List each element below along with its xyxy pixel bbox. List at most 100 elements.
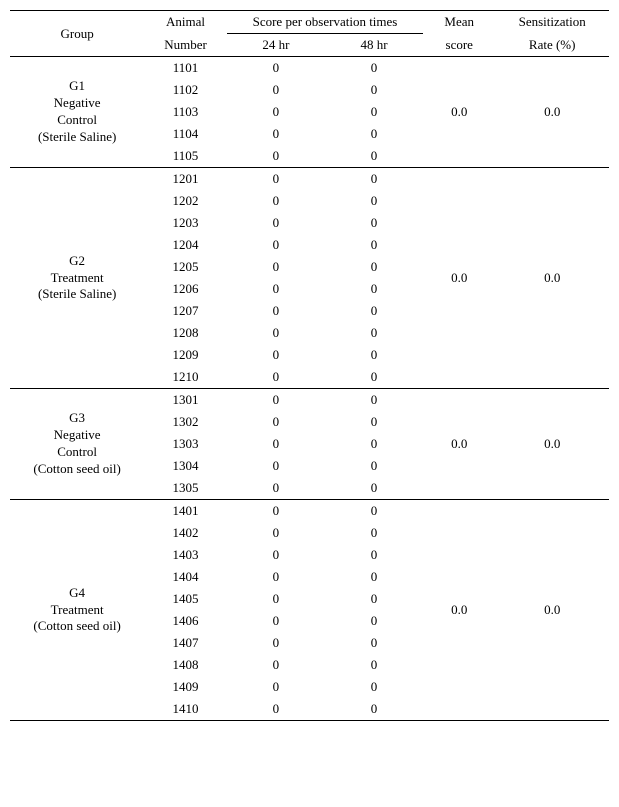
cell-48hr: 0	[325, 57, 423, 80]
table-row: G2Treatment(Sterile Saline)1201000.00.0	[10, 168, 609, 191]
cell-24hr: 0	[227, 366, 325, 389]
cell-24hr: 0	[227, 632, 325, 654]
cell-animal: 1208	[144, 322, 227, 344]
table-row: G1NegativeControl(Sterile Saline)1101000…	[10, 57, 609, 80]
cell-24hr: 0	[227, 500, 325, 523]
cell-animal: 1408	[144, 654, 227, 676]
cell-animal: 1104	[144, 123, 227, 145]
cell-48hr: 0	[325, 256, 423, 278]
col-obs-top: Score per observation times	[227, 11, 423, 34]
cell-48hr: 0	[325, 300, 423, 322]
cell-animal: 1304	[144, 455, 227, 477]
cell-animal: 1201	[144, 168, 227, 191]
cell-animal: 1102	[144, 79, 227, 101]
cell-24hr: 0	[227, 123, 325, 145]
cell-48hr: 0	[325, 212, 423, 234]
cell-24hr: 0	[227, 234, 325, 256]
cell-mean: 0.0	[423, 57, 495, 168]
cell-48hr: 0	[325, 411, 423, 433]
cell-24hr: 0	[227, 190, 325, 212]
cell-animal: 1303	[144, 433, 227, 455]
col-sens-bot: Rate (%)	[495, 34, 609, 57]
table-body: G1NegativeControl(Sterile Saline)1101000…	[10, 57, 609, 721]
cell-mean: 0.0	[423, 389, 495, 500]
cell-24hr: 0	[227, 278, 325, 300]
cell-24hr: 0	[227, 566, 325, 588]
cell-48hr: 0	[325, 610, 423, 632]
cell-24hr: 0	[227, 588, 325, 610]
cell-mean: 0.0	[423, 500, 495, 721]
cell-48hr: 0	[325, 433, 423, 455]
cell-sens: 0.0	[495, 389, 609, 500]
cell-animal: 1204	[144, 234, 227, 256]
group-label: G1NegativeControl(Sterile Saline)	[10, 57, 144, 168]
cell-animal: 1203	[144, 212, 227, 234]
cell-48hr: 0	[325, 500, 423, 523]
group-label: G4Treatment(Cotton seed oil)	[10, 500, 144, 721]
cell-animal: 1402	[144, 522, 227, 544]
cell-24hr: 0	[227, 698, 325, 721]
cell-animal: 1301	[144, 389, 227, 412]
table-header: Group Animal Score per observation times…	[10, 11, 609, 57]
col-animal-bot: Number	[144, 34, 227, 57]
cell-48hr: 0	[325, 168, 423, 191]
cell-animal: 1205	[144, 256, 227, 278]
cell-24hr: 0	[227, 57, 325, 80]
cell-animal: 1407	[144, 632, 227, 654]
col-group: Group	[10, 11, 144, 57]
cell-sens: 0.0	[495, 168, 609, 389]
cell-animal: 1302	[144, 411, 227, 433]
cell-48hr: 0	[325, 123, 423, 145]
cell-24hr: 0	[227, 145, 325, 168]
group-label: G2Treatment(Sterile Saline)	[10, 168, 144, 389]
cell-24hr: 0	[227, 256, 325, 278]
cell-animal: 1403	[144, 544, 227, 566]
cell-48hr: 0	[325, 455, 423, 477]
cell-24hr: 0	[227, 654, 325, 676]
cell-48hr: 0	[325, 234, 423, 256]
cell-24hr: 0	[227, 389, 325, 412]
cell-animal: 1206	[144, 278, 227, 300]
cell-animal: 1210	[144, 366, 227, 389]
cell-mean: 0.0	[423, 168, 495, 389]
cell-48hr: 0	[325, 389, 423, 412]
group-label: G3NegativeControl(Cotton seed oil)	[10, 389, 144, 500]
cell-animal: 1207	[144, 300, 227, 322]
cell-48hr: 0	[325, 79, 423, 101]
cell-48hr: 0	[325, 366, 423, 389]
cell-animal: 1202	[144, 190, 227, 212]
cell-24hr: 0	[227, 455, 325, 477]
col-mean-bot: score	[423, 34, 495, 57]
cell-sens: 0.0	[495, 57, 609, 168]
cell-24hr: 0	[227, 433, 325, 455]
cell-48hr: 0	[325, 588, 423, 610]
cell-48hr: 0	[325, 566, 423, 588]
table-row: G4Treatment(Cotton seed oil)1401000.00.0	[10, 500, 609, 523]
cell-24hr: 0	[227, 676, 325, 698]
table-row: G3NegativeControl(Cotton seed oil)130100…	[10, 389, 609, 412]
cell-animal: 1103	[144, 101, 227, 123]
cell-48hr: 0	[325, 190, 423, 212]
cell-24hr: 0	[227, 544, 325, 566]
cell-48hr: 0	[325, 676, 423, 698]
cell-48hr: 0	[325, 522, 423, 544]
cell-48hr: 0	[325, 145, 423, 168]
cell-24hr: 0	[227, 522, 325, 544]
cell-24hr: 0	[227, 322, 325, 344]
cell-24hr: 0	[227, 300, 325, 322]
cell-24hr: 0	[227, 168, 325, 191]
cell-48hr: 0	[325, 477, 423, 500]
cell-24hr: 0	[227, 79, 325, 101]
col-sens-top: Sensitization	[495, 11, 609, 34]
col-mean-top: Mean	[423, 11, 495, 34]
cell-24hr: 0	[227, 212, 325, 234]
cell-24hr: 0	[227, 344, 325, 366]
cell-animal: 1406	[144, 610, 227, 632]
cell-48hr: 0	[325, 322, 423, 344]
cell-48hr: 0	[325, 632, 423, 654]
cell-animal: 1409	[144, 676, 227, 698]
cell-animal: 1404	[144, 566, 227, 588]
col-animal-top: Animal	[144, 11, 227, 34]
cell-24hr: 0	[227, 101, 325, 123]
cell-24hr: 0	[227, 411, 325, 433]
